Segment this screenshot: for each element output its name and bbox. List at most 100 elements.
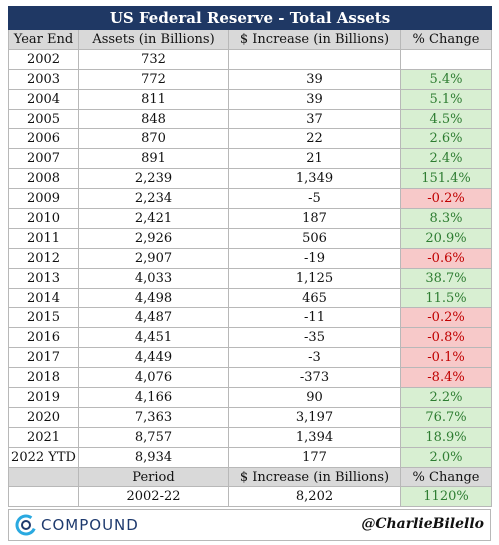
change-cell: 2.6% [400, 128, 492, 150]
increase-cell: -3 [228, 347, 401, 369]
change-cell: 5.4% [400, 68, 492, 90]
data-row: 2017 4,449 -3 -0.1% [8, 347, 492, 369]
increase-cell: 1,349 [228, 168, 401, 190]
assets-cell: 4,449 [78, 347, 229, 369]
assets-cell: 4,166 [78, 387, 229, 408]
increase-cell: -11 [228, 307, 401, 329]
data-row: 2004 811 39 5.1% [8, 88, 492, 110]
assets-cell: 870 [78, 128, 229, 150]
year-cell: 2018 [8, 367, 79, 389]
data-row: 2013 4,033 1,125 38.7% [8, 267, 492, 289]
year-cell: 2009 [8, 188, 79, 210]
change-cell: 5.1% [400, 88, 492, 110]
change-cell: 11.5% [400, 287, 492, 309]
year-cell: 2005 [8, 108, 79, 130]
data-row: 2010 2,421 187 8.3% [8, 208, 492, 229]
change-cell: -0.8% [400, 327, 492, 349]
increase-cell: 90 [228, 387, 401, 408]
change-cell: 151.4% [400, 168, 492, 190]
increase-cell: 187 [228, 208, 401, 229]
change-cell: -0.6% [400, 247, 492, 269]
year-cell: 2016 [8, 327, 79, 349]
brand: COMPOUND [15, 514, 139, 536]
data-row: 2016 4,451 -35 -0.8% [8, 327, 492, 349]
assets-cell: 2,926 [78, 227, 229, 249]
change-cell: 4.5% [400, 108, 492, 130]
assets-cell: 772 [78, 68, 229, 90]
column-header: Year End [8, 29, 79, 50]
data-row: 2008 2,239 1,349 151.4% [8, 168, 492, 190]
column-header: $ Increase (in Billions) [228, 29, 401, 50]
change-cell: 2.4% [400, 148, 492, 170]
assets-cell: 8,757 [78, 426, 229, 448]
increase-cell [228, 48, 401, 70]
assets-cell: 8,934 [78, 446, 229, 468]
change-cell [400, 48, 492, 70]
assets-cell: 2,907 [78, 247, 229, 269]
assets-cell: 891 [78, 148, 229, 170]
year-cell: 2002 [8, 48, 79, 70]
change-cell: 18.9% [400, 426, 492, 448]
increase-cell: 37 [228, 108, 401, 130]
blank-cell [8, 466, 79, 488]
year-cell: 2011 [8, 227, 79, 249]
assets-cell: 7,363 [78, 406, 229, 428]
year-cell: 2010 [8, 208, 79, 229]
increase-cell: 39 [228, 88, 401, 110]
assets-cell: 2,234 [78, 188, 229, 210]
data-row: 2012 2,907 -19 -0.6% [8, 247, 492, 269]
year-cell: 2021 [8, 426, 79, 448]
data-row: 2020 7,363 3,197 76.7% [8, 406, 492, 428]
assets-cell: 2,421 [78, 208, 229, 229]
assets-cell: 811 [78, 88, 229, 110]
assets-cell: 4,076 [78, 367, 229, 389]
change-cell: 2.0% [400, 446, 492, 468]
data-row: 2009 2,234 -5 -0.2% [8, 188, 492, 210]
year-cell: 2015 [8, 307, 79, 329]
increase-cell: -373 [228, 367, 401, 389]
brand-name: COMPOUND [41, 516, 139, 534]
data-row: 2015 4,487 -11 -0.2% [8, 307, 492, 329]
change-cell: 2.2% [400, 387, 492, 408]
year-cell: 2014 [8, 287, 79, 309]
summary-header: $ Increase (in Billions) [228, 466, 401, 488]
change-cell: -0.2% [400, 188, 492, 210]
summary-value: 8,202 [228, 486, 401, 508]
change-cell: 8.3% [400, 208, 492, 229]
data-row: 2018 4,076 -373 -8.4% [8, 367, 492, 389]
increase-cell: 506 [228, 227, 401, 249]
column-header: % Change [400, 29, 492, 50]
data-row: 2011 2,926 506 20.9% [8, 227, 492, 249]
increase-cell: -19 [228, 247, 401, 269]
change-cell: -0.1% [400, 347, 492, 369]
year-cell: 2012 [8, 247, 79, 269]
assets-cell: 4,487 [78, 307, 229, 329]
year-cell: 2003 [8, 68, 79, 90]
year-cell: 2022 YTD [8, 446, 79, 468]
data-row: 2005 848 37 4.5% [8, 108, 492, 130]
table-title: US Federal Reserve - Total Assets [8, 6, 492, 30]
year-cell: 2019 [8, 387, 79, 408]
summary-header: Period [78, 466, 229, 488]
increase-cell: -5 [228, 188, 401, 210]
data-row: 2002 732 [8, 48, 492, 70]
increase-cell: 39 [228, 68, 401, 90]
data-row: 2021 8,757 1,394 18.9% [8, 426, 492, 448]
summary-row: 2002-22 8,202 1120% [8, 486, 492, 508]
increase-cell: -35 [228, 327, 401, 349]
assets-cell: 4,498 [78, 287, 229, 309]
handle: @CharlieBilello [361, 516, 484, 532]
table-wrap: US Federal Reserve - Total Assets Year E… [8, 6, 492, 508]
summary-value: 1120% [400, 486, 492, 508]
change-cell: 76.7% [400, 406, 492, 428]
assets-cell: 732 [78, 48, 229, 70]
data-row: 2019 4,166 90 2.2% [8, 387, 492, 408]
year-cell: 2008 [8, 168, 79, 190]
increase-cell: 177 [228, 446, 401, 468]
data-row: 2007 891 21 2.4% [8, 148, 492, 170]
change-cell: 20.9% [400, 227, 492, 249]
assets-cell: 4,451 [78, 327, 229, 349]
blank-cell [8, 486, 79, 508]
column-header: Assets (in Billions) [78, 29, 229, 50]
